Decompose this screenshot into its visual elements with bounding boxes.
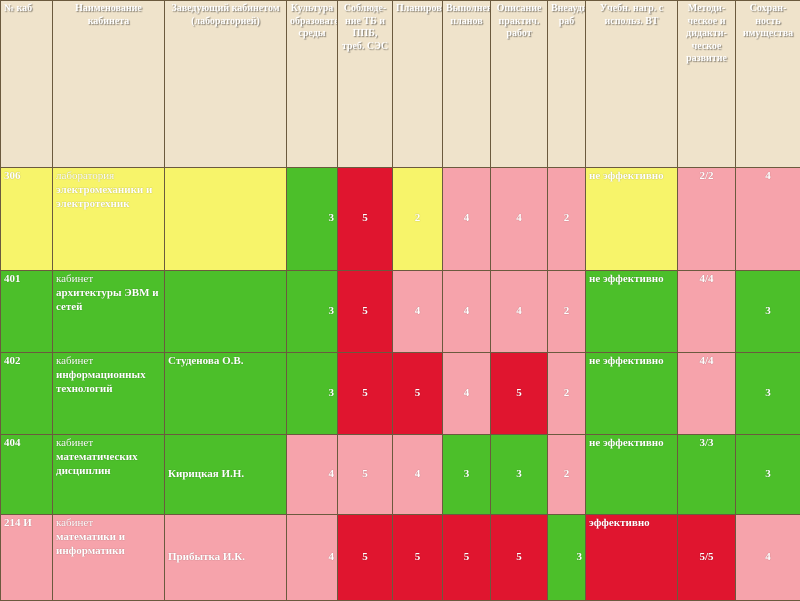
cell-culture: 3 [287,353,338,435]
cell-planning: 4 [393,435,443,515]
cell-computing: эффективно [586,515,678,601]
cell-safety: 5 [338,271,393,353]
table-row: 306 лаборатория электромеханики и электро… [1,168,800,271]
cell-computing: не эффективно [586,353,678,435]
cell-num: 214 И [1,515,53,601]
header-manager: Заведующий кабинетом (лабораторией) [165,1,287,168]
cell-practical: 3 [491,435,548,515]
cell-name-type: лаборатория [56,170,114,182]
cell-methodical: 3/3 [678,435,736,515]
cell-name-type: кабинет [56,517,93,529]
cell-safety: 5 [338,515,393,601]
cell-manager: Кирицкая И.Н. [165,435,287,515]
header-row: № каб Наименование кабинета Заведующий к… [1,1,800,168]
cell-num: 404 [1,435,53,515]
cell-num: 401 [1,271,53,353]
cell-property: 3 [736,435,800,515]
cell-practical: 4 [491,271,548,353]
cell-property: 3 [736,353,800,435]
cell-property: 3 [736,271,800,353]
cell-execution: 4 [443,271,491,353]
cell-execution: 4 [443,168,491,271]
header-execution: Выполнение планов [443,1,491,168]
cell-name: кабинет математики и информатики [53,515,165,601]
cell-name: кабинет архитектуры ЭВМ и сетей [53,271,165,353]
cell-extracurricular: 2 [548,353,586,435]
cell-planning: 2 [393,168,443,271]
header-methodical: Методи-ческое и дидакти-ческое развитие [678,1,736,168]
cell-name: кабинет информационных технологий [53,353,165,435]
cell-name-title: архитектуры ЭВМ и сетей [56,287,159,313]
cell-manager [165,168,287,271]
cell-manager: Студенова О.В. [165,353,287,435]
table-row: 214 И кабинет математики и информатики Пр… [1,515,800,601]
header-extracurricular: Внеаудиторная раб [548,1,586,168]
cell-name-type: кабинет [56,437,93,449]
header-planning: Планирование [393,1,443,168]
cell-methodical: 2/2 [678,168,736,271]
cell-safety: 5 [338,353,393,435]
table-row: 401 кабинет архитектуры ЭВМ и сетей 3 5 4… [1,271,800,353]
cell-num: 402 [1,353,53,435]
cell-methodical: 4/4 [678,271,736,353]
cell-safety: 5 [338,435,393,515]
cell-culture: 4 [287,435,338,515]
cell-computing: не эффективно [586,435,678,515]
cell-name-type: кабинет [56,355,93,367]
cell-extracurricular: 2 [548,168,586,271]
header-name: Наименование кабинета [53,1,165,168]
table-row: 404 кабинет математических дисциплин Кири… [1,435,800,515]
cell-planning: 4 [393,271,443,353]
cell-property: 4 [736,515,800,601]
table-row: 402 кабинет информационных технологий Сту… [1,353,800,435]
header-culture: Культура образовательной среды [287,1,338,168]
header-property: Сохран-ность имущества [736,1,800,168]
cell-methodical: 5/5 [678,515,736,601]
cell-name: кабинет математических дисциплин [53,435,165,515]
cell-safety: 5 [338,168,393,271]
cell-execution: 3 [443,435,491,515]
cell-practical: 5 [491,353,548,435]
cell-name-title: информационных технологий [56,369,146,395]
cell-num: 306 [1,168,53,271]
cell-computing: не эффективно [586,168,678,271]
cell-property: 4 [736,168,800,271]
header-computing: Учебн. нагр. с использ. ВТ [586,1,678,168]
cell-execution: 5 [443,515,491,601]
header-safety: Соблюде-ние ТБ и ППБ, треб. СЭС [338,1,393,168]
cell-name-title: электромеханики и электротехник [56,184,152,210]
header-num: № каб [1,1,53,168]
cell-name-title: математики и информатики [56,531,125,557]
cell-manager: Прибытка И.К. [165,515,287,601]
cell-manager [165,271,287,353]
cell-name: лаборатория электромеханики и электротехн… [53,168,165,271]
cell-culture: 3 [287,168,338,271]
header-practical: Описание практич. работ [491,1,548,168]
cell-practical: 4 [491,168,548,271]
cell-extracurricular: 2 [548,271,586,353]
cell-planning: 5 [393,515,443,601]
cell-computing: не эффективно [586,271,678,353]
cell-methodical: 4/4 [678,353,736,435]
cell-practical: 5 [491,515,548,601]
cell-extracurricular: 2 [548,435,586,515]
cell-culture: 4 [287,515,338,601]
cell-name-title: математических дисциплин [56,451,138,477]
cell-culture: 3 [287,271,338,353]
cell-extracurricular: 3 [548,515,586,601]
cell-planning: 5 [393,353,443,435]
cell-execution: 4 [443,353,491,435]
cell-name-type: кабинет [56,273,93,285]
